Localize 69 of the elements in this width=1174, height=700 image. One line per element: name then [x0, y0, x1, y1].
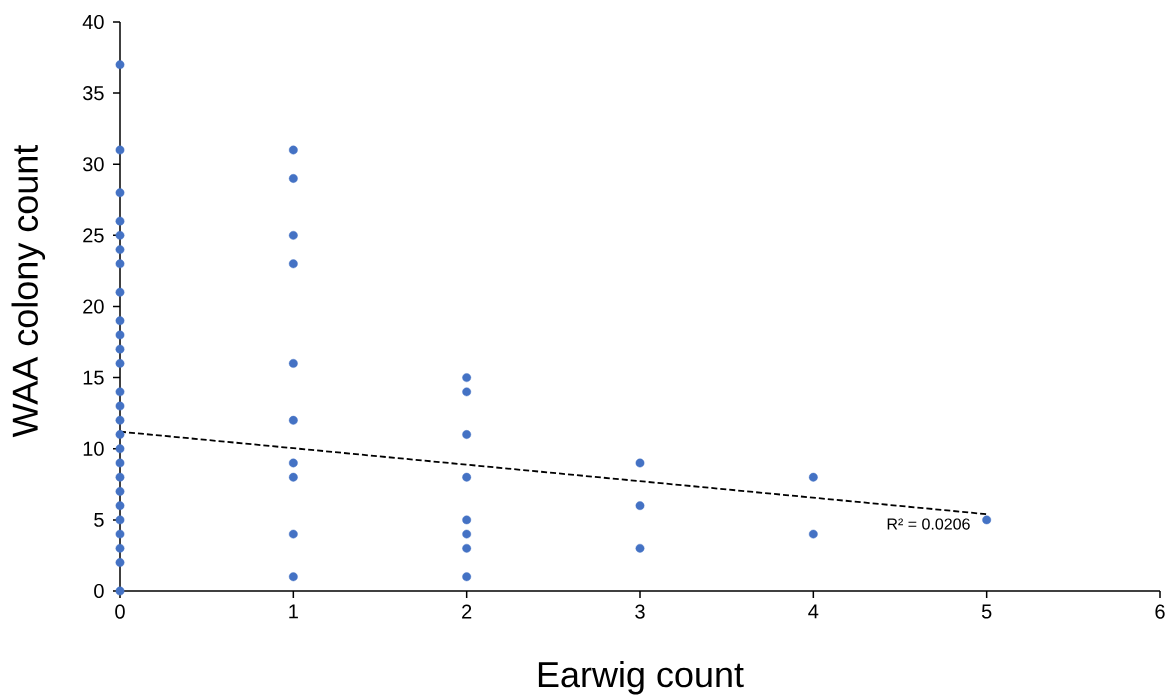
point: [115, 359, 125, 368]
point: [462, 543, 472, 553]
x-tick-label: 2: [462, 604, 472, 619]
point: [808, 472, 818, 482]
point: [115, 586, 125, 596]
point: [115, 458, 125, 468]
point: [115, 472, 125, 482]
point: [115, 330, 125, 340]
x-tick-label: 4: [808, 604, 819, 619]
point: [288, 174, 298, 183]
point: [982, 515, 992, 525]
point: [462, 572, 472, 582]
point: [115, 415, 125, 425]
point: [115, 387, 125, 397]
point: [115, 515, 125, 525]
y-tick-label: 25: [83, 228, 104, 243]
point: [288, 145, 298, 155]
point: [462, 373, 472, 383]
x-tick-label: 5: [981, 604, 992, 619]
point: [115, 60, 125, 70]
point: [115, 188, 125, 198]
point: [115, 145, 125, 155]
point: [115, 287, 125, 297]
y-tick-label: 0: [94, 583, 104, 599]
x-tick-label: 3: [635, 604, 645, 619]
x-tick-label: 0: [115, 604, 125, 619]
point: [288, 259, 298, 269]
point: [462, 529, 472, 539]
y-axis-title: WAA colony count: [11, 144, 46, 438]
point: [635, 501, 645, 511]
x-tick-label: 1: [289, 604, 298, 619]
point: [288, 472, 298, 482]
y-tick-label: 15: [83, 370, 104, 385]
y-tick-label: 35: [83, 86, 104, 101]
point: [288, 458, 298, 468]
y-tick-label: 30: [83, 157, 104, 172]
point: [462, 387, 472, 397]
y-tick-label: 20: [83, 299, 104, 314]
point: [635, 543, 645, 553]
point: [115, 430, 125, 439]
y-tick-label: 5: [94, 512, 104, 527]
point: [288, 415, 298, 425]
point: [115, 316, 125, 326]
point: [115, 230, 125, 240]
point: [115, 344, 125, 354]
point: [288, 359, 298, 368]
point: [288, 572, 298, 582]
point: [288, 529, 298, 539]
point: [808, 529, 818, 539]
point: [115, 529, 125, 539]
point: [115, 245, 125, 254]
point: [462, 472, 472, 482]
point: [115, 558, 125, 567]
x-tick-label: 6: [1155, 604, 1165, 619]
point: [115, 259, 125, 269]
y-tick-label: 40: [82, 14, 104, 30]
point: [115, 501, 125, 511]
point: [115, 543, 125, 553]
y-tick-label: 10: [83, 441, 104, 456]
point: [635, 458, 645, 468]
point: [115, 216, 125, 226]
point: [288, 230, 298, 240]
point: [115, 444, 125, 454]
point: [462, 430, 472, 439]
point: [115, 401, 125, 411]
x-axis-title: Earwig count: [538, 660, 744, 695]
point: [462, 515, 472, 525]
annotation: R² = 0.0206: [887, 518, 970, 530]
point: [115, 487, 125, 496]
